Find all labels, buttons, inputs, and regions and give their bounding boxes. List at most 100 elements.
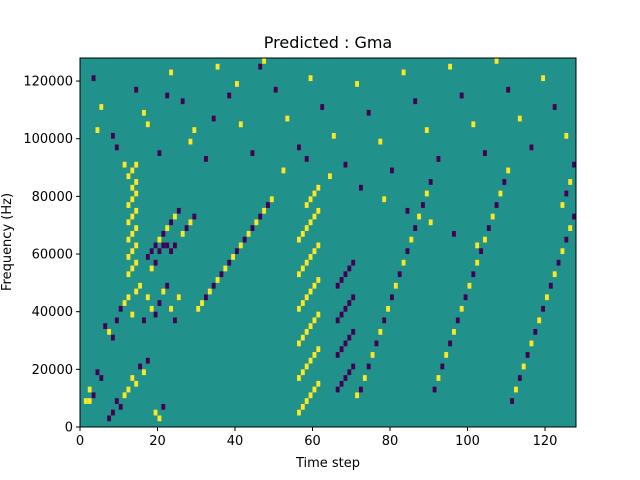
heatmap-cell	[413, 225, 418, 231]
heatmap-cell	[366, 109, 371, 116]
heatmap-cell	[312, 317, 317, 324]
heatmap-cell	[386, 305, 391, 312]
heatmap-cell	[176, 294, 181, 301]
heatmap-cell	[231, 254, 236, 260]
heatmap-cell	[142, 317, 146, 324]
heatmap-cell	[463, 294, 468, 301]
heatmap-cell	[486, 225, 491, 231]
heatmap-cell	[568, 179, 573, 185]
heatmap-cell	[452, 328, 456, 335]
heatmap-cell	[494, 58, 499, 64]
heatmap-cell	[459, 305, 464, 312]
heatmap-cell	[285, 115, 290, 122]
heatmap-cell	[316, 207, 321, 214]
x-tick-label: 60	[304, 434, 321, 449]
heatmap-cell	[355, 81, 360, 87]
heatmap-cell	[111, 409, 115, 416]
heatmap-cell	[269, 196, 274, 203]
heatmap-cell	[483, 236, 487, 243]
heatmap-cell	[227, 259, 232, 266]
heatmap-cell	[188, 138, 193, 145]
heatmap-cell	[362, 375, 367, 381]
heatmap-cell	[99, 104, 104, 110]
heatmap-cell	[490, 213, 495, 220]
heatmap-cell	[304, 259, 309, 266]
heatmap-cell	[428, 179, 433, 185]
heatmap-cell	[126, 219, 131, 226]
heatmap-cell	[165, 92, 170, 99]
heatmap-cell	[161, 403, 166, 410]
x-tick-label: 120	[533, 434, 558, 449]
heatmap-cell	[130, 248, 135, 255]
heatmap-cell	[355, 392, 360, 399]
heatmap-cell	[312, 190, 317, 197]
heatmap-cell	[564, 236, 569, 243]
heatmap-cell	[130, 311, 135, 318]
heatmap-cell	[304, 202, 309, 208]
y-tick-label: 20000	[32, 363, 73, 378]
heatmap-cell	[169, 248, 174, 255]
heatmap-cell	[316, 184, 321, 191]
heatmap-cell	[122, 300, 127, 306]
heatmap-cell	[165, 225, 170, 231]
heatmap-cell	[308, 357, 313, 364]
heatmap-cell	[134, 207, 139, 214]
heatmap-cell	[300, 334, 305, 341]
heatmap-cell	[235, 248, 239, 255]
heatmap-cell	[134, 242, 139, 249]
heatmap-cell	[161, 230, 166, 237]
heatmap-cell	[316, 346, 321, 353]
heatmap-cell	[393, 282, 398, 289]
heatmap-cell	[192, 213, 197, 220]
heatmap-cell	[169, 305, 174, 312]
heatmap-cell	[204, 156, 208, 162]
heatmap-cell	[335, 282, 340, 289]
x-axis-ticks: 0 20 40 60 80 100 120	[76, 427, 558, 449]
heatmap-cell	[297, 340, 301, 347]
heatmap-cell	[475, 242, 480, 249]
heatmap-cell	[382, 196, 387, 203]
heatmap-cell	[211, 115, 216, 122]
heatmap-cell	[111, 334, 115, 341]
heatmap-cell	[204, 294, 208, 301]
heatmap-cell	[312, 352, 317, 358]
heatmap-cell	[401, 259, 406, 266]
heatmap-cell	[475, 259, 480, 266]
heatmap-cell	[130, 230, 135, 237]
heatmap-cell	[126, 271, 131, 278]
heatmap-cell	[343, 375, 348, 381]
heatmap-cell	[173, 242, 177, 249]
heatmap-cell	[378, 328, 383, 335]
x-tick-label: 80	[382, 434, 399, 449]
heatmap-cell	[95, 127, 100, 133]
heatmap-cell	[304, 398, 309, 404]
heatmap-cell	[351, 259, 356, 266]
heatmap-cell	[304, 328, 309, 335]
heatmap-cell	[304, 156, 309, 162]
heatmap-cell	[114, 144, 119, 151]
heatmap-cell	[308, 219, 313, 226]
x-axis-label: Time step	[295, 456, 360, 471]
heatmap-cell	[300, 403, 305, 410]
heatmap-cell	[134, 190, 139, 197]
heatmap-cell	[347, 265, 352, 272]
heatmap-cell	[448, 340, 453, 347]
heatmap-cell	[331, 132, 336, 139]
y-tick-label: 80000	[32, 190, 73, 205]
heatmap-cell	[552, 271, 557, 278]
heatmap-cell	[347, 300, 352, 306]
heatmap-cell	[556, 259, 561, 266]
heatmap-cell	[87, 386, 92, 393]
heatmap-cell	[215, 63, 220, 70]
heatmap-cell	[378, 138, 383, 145]
heatmap-cell	[359, 184, 363, 191]
heatmap-cell	[153, 242, 158, 249]
heatmap-cell	[347, 334, 352, 341]
heatmap-cell	[335, 352, 340, 358]
heatmap-cell	[266, 202, 270, 208]
heatmap-cell	[537, 317, 542, 324]
heatmap-cell	[130, 184, 135, 191]
heatmap-cell	[382, 317, 387, 324]
heatmap-cell	[173, 213, 177, 220]
heatmap-cell	[157, 236, 162, 243]
